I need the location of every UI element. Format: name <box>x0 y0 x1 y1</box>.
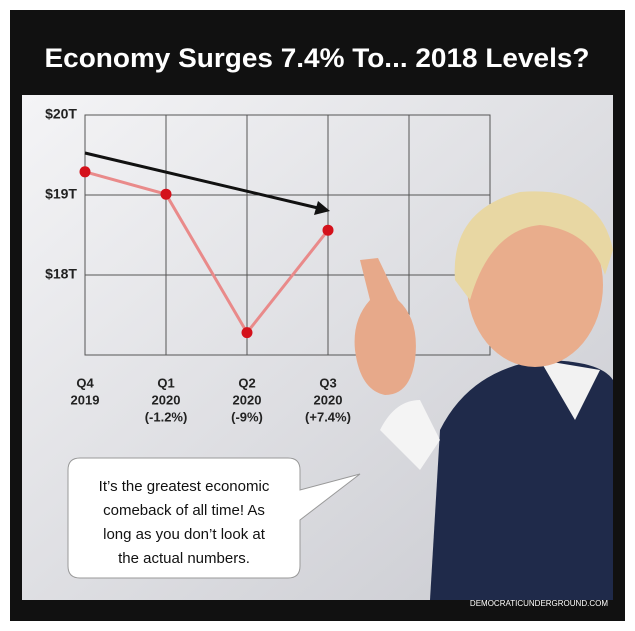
line <box>84 170 330 336</box>
point <box>241 327 253 339</box>
x-tick-label: (-1.2%) <box>145 409 188 424</box>
figure <box>354 191 613 600</box>
x-tick-label: 2020 <box>314 392 343 407</box>
y-tick-label: $18T <box>45 266 77 282</box>
x-tick-label: (+7.4%) <box>305 409 351 424</box>
y-tick-label: $19T <box>45 186 77 202</box>
x-tick-label: Q1 <box>157 375 174 390</box>
speech-text: the actual numbers. <box>118 550 250 567</box>
speech-bubble <box>67 457 361 579</box>
y-tick-label: $20T <box>45 106 77 122</box>
speech-text: comeback of all time! As <box>103 502 265 519</box>
arrow <box>84 151 319 210</box>
chart-title: Economy Surges 7.4% To... 2018 Levels? <box>45 43 590 73</box>
speech-text: long as you don’t look at <box>103 526 266 543</box>
x-tick-label: Q2 <box>238 375 255 390</box>
x-tick-label: (-9%) <box>231 409 263 424</box>
point <box>160 188 172 200</box>
x-tick-label: 2020 <box>152 392 181 407</box>
x-tick-label: Q4 <box>76 375 94 390</box>
x-tick-label: Q3 <box>319 375 336 390</box>
credit: DEMOCRATICUNDERGROUND.COM <box>470 599 608 608</box>
speech-text: It’s the greatest economic <box>99 478 270 495</box>
x-tick-label: 2019 <box>71 392 100 407</box>
x-tick-label: 2020 <box>233 392 262 407</box>
arrow-head <box>314 201 330 215</box>
point <box>322 224 334 236</box>
point <box>79 166 91 178</box>
